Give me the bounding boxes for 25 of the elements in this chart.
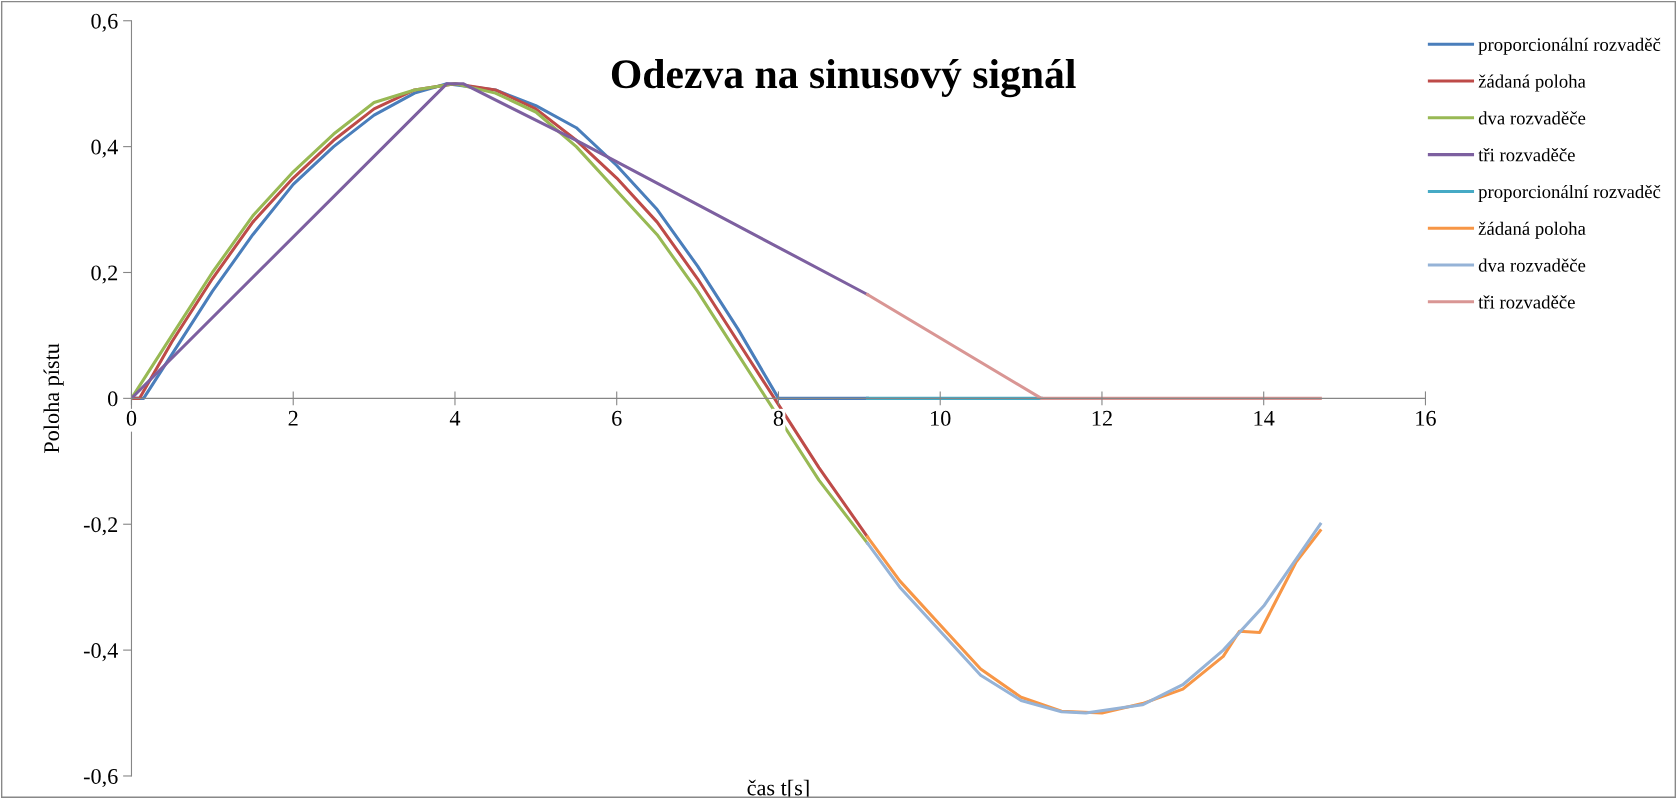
y-tick-label: -0,6 — [83, 768, 118, 788]
y-tick-label: 0 — [108, 391, 118, 407]
y-axis-title: Poloha pístu — [43, 343, 64, 453]
legend-label: proporcionální rozvaděč — [1478, 37, 1661, 55]
legend-label: dva rozvaděče — [1478, 258, 1586, 272]
y-tick-label: 0,6 — [91, 13, 118, 32]
x-tick-label: 14 — [1254, 410, 1275, 426]
legend-label: tři rozvaděče — [1478, 295, 1575, 309]
y-tick-label: 0,4 — [91, 139, 118, 158]
legend-label: proporcionální rozvaděč — [1478, 184, 1661, 202]
y-tick-label: -0,2 — [83, 517, 118, 536]
legend-label: dva rozvaděče — [1478, 111, 1586, 125]
x-tick-label: 12 — [1092, 410, 1112, 426]
legend-label: žádaná poloha — [1478, 74, 1586, 92]
x-tick-label: 16 — [1416, 410, 1436, 426]
x-tick-label: 2 — [288, 410, 298, 426]
text: Odezva na sinusový signál — [611, 58, 1076, 98]
y-tick-label: -0,4 — [83, 643, 118, 662]
legend-label: žádaná poloha — [1478, 221, 1586, 239]
x-tick-label: 10 — [931, 410, 951, 426]
x-tick-label: 6 — [612, 410, 622, 426]
x-tick-label: 4 — [449, 410, 461, 426]
y-tick-label: 0,2 — [91, 265, 118, 284]
x-tick-label: 0 — [126, 410, 137, 426]
legend-label: tři rozvaděče — [1478, 148, 1575, 162]
